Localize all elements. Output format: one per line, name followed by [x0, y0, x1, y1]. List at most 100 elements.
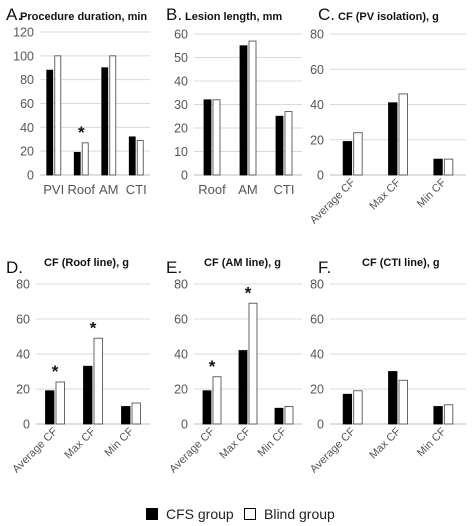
- panel-b-letter: B.: [166, 5, 182, 24]
- panel-f-x-tick-label: Min CF: [415, 425, 449, 459]
- panel-c-x-tick-label: Max CF: [367, 176, 403, 212]
- panel-a-bar-blind: [81, 142, 89, 176]
- panel-d-bar-cfs: [45, 390, 55, 425]
- panel-b-bar-blind: [248, 40, 257, 176]
- panel-e-letter: E.: [166, 258, 182, 277]
- panel-a-y-tick-label: 40: [20, 121, 34, 135]
- panel-a-x-tick-label: Roof: [68, 182, 96, 197]
- panel-c-letter: C.: [318, 5, 335, 24]
- panel-a-bar-cfs: [73, 151, 81, 176]
- panel-e-bar-blind: [212, 376, 222, 425]
- panel-c-y-tick-label: 20: [310, 133, 324, 147]
- panel-e-bar-blind: [248, 302, 258, 425]
- panel-d-bar-blind: [93, 337, 103, 425]
- panel-e-x-tick-label: Min CF: [256, 425, 290, 459]
- panel-a-bar-cfs: [128, 136, 136, 176]
- panel-c-y-tick-label: 0: [317, 169, 324, 183]
- panel-d-y-tick-label: 80: [16, 278, 30, 292]
- panel-f-bar-blind: [353, 390, 363, 425]
- panel-d-x-tick-label: Max CF: [62, 425, 98, 461]
- panel-a-title: Procedure duration, min: [20, 11, 147, 23]
- panel-e-x-tick-label: Average CF: [167, 425, 217, 475]
- panel-a-x-tick-label: CTI: [126, 182, 147, 197]
- panel-c-x-tick-label: Average CF: [308, 176, 358, 226]
- panel-d-significance-marker: *: [52, 362, 59, 381]
- panel-b-bar-blind: [212, 99, 221, 176]
- panel-f-bar-blind: [443, 404, 454, 425]
- panel-f-y-tick-label: 40: [310, 348, 324, 362]
- panel-c-bar-cfs: [388, 102, 398, 176]
- panel-f-bar-cfs: [388, 371, 398, 425]
- panel-c-bar-cfs: [433, 158, 443, 176]
- panel-f-y-tick-label: 80: [310, 278, 324, 292]
- panel-a-x-tick-label: AM: [99, 182, 119, 197]
- panel-d-y-tick-label: 40: [16, 348, 30, 362]
- legend-item-cfs: CFS group: [146, 504, 234, 524]
- panel-a-y-tick-label: 60: [20, 97, 34, 111]
- panel-e-title: CF (AM line), g: [204, 257, 281, 269]
- panel-c-title: CF (PV isolation), g: [338, 11, 439, 23]
- panel-e-y-tick-label: 80: [174, 278, 188, 292]
- panel-c-y-tick-label: 40: [310, 98, 324, 112]
- panel-a-bar-cfs: [46, 69, 54, 176]
- legend-swatch-cfs: [146, 508, 158, 520]
- panel-b-y-tick-label: 50: [174, 51, 188, 65]
- panel-a-bar-blind: [136, 139, 144, 176]
- panel-a-bar-cfs: [101, 67, 109, 176]
- panel-d-significance-marker: *: [90, 318, 97, 337]
- panel-d-bar-cfs: [83, 365, 93, 425]
- panel-e-bar-cfs: [274, 407, 284, 425]
- panel-f-y-tick-label: 60: [310, 313, 324, 327]
- panel-b-y-tick-label: 40: [174, 75, 188, 89]
- panel-e-y-tick-label: 60: [174, 313, 188, 327]
- panel-f-title: CF (CTI line), g: [362, 257, 440, 269]
- panel-c-y-tick-label: 60: [310, 63, 324, 77]
- panel-f-bar-cfs: [342, 393, 353, 425]
- panel-e-significance-marker: *: [209, 357, 216, 376]
- panel-e-bar-cfs: [238, 350, 248, 425]
- panel-a-y-tick-label: 100: [13, 49, 34, 63]
- legend: CFS group Blind group: [0, 504, 474, 524]
- panel-b-bar-cfs: [275, 115, 284, 176]
- panel-e-bar-blind: [284, 406, 294, 425]
- panel-d-x-tick-label: Min CF: [103, 425, 137, 459]
- panel-b-bar-blind: [284, 111, 293, 176]
- panel-b-bar-cfs: [203, 99, 212, 176]
- panel-a-letter: A.: [6, 5, 22, 24]
- panel-c-x-tick-label: Min CF: [415, 176, 449, 210]
- panel-b-y-tick-label: 20: [174, 122, 188, 136]
- panel-f-bar-cfs: [433, 406, 443, 425]
- panel-d-title: CF (Roof line), g: [44, 257, 129, 269]
- panel-a-significance-marker: *: [78, 123, 85, 142]
- legend-label-blind: Blind group: [264, 506, 335, 522]
- panel-a-bar-blind: [109, 55, 117, 176]
- legend-item-blind: Blind group: [244, 504, 335, 524]
- panel-f-x-tick-label: Max CF: [367, 425, 403, 461]
- panel-e-y-tick-label: 20: [174, 383, 188, 397]
- panel-f-x-tick-label: Average CF: [308, 425, 358, 475]
- panel-b-x-tick-label: AM: [238, 182, 258, 197]
- panel-f-y-tick-label: 20: [310, 383, 324, 397]
- panel-c-bar-blind: [353, 132, 363, 176]
- panel-c-y-tick-label: 80: [310, 28, 324, 42]
- panel-a-y-tick-label: 120: [13, 26, 34, 40]
- panel-f-y-tick-label: 0: [317, 418, 324, 432]
- panel-a-y-tick-label: 20: [20, 145, 34, 159]
- panel-e-y-tick-label: 40: [174, 348, 188, 362]
- legend-swatch-blind: [244, 508, 256, 520]
- panel-d-y-tick-label: 0: [23, 418, 30, 432]
- panel-b-y-tick-label: 60: [174, 28, 188, 42]
- panel-a-x-tick-label: PVI: [43, 182, 64, 197]
- panel-c-bar-blind: [398, 93, 408, 176]
- panel-b-y-tick-label: 10: [174, 145, 188, 159]
- panel-e-bar-cfs: [202, 390, 212, 425]
- panel-a-y-tick-label: 80: [20, 73, 34, 87]
- panel-b-y-tick-label: 0: [181, 169, 188, 183]
- panel-b-y-tick-label: 30: [174, 98, 188, 112]
- legend-label-cfs: CFS group: [166, 506, 234, 522]
- panel-d-bar-blind: [55, 381, 65, 425]
- panel-f-letter: F.: [318, 258, 331, 277]
- panel-d-x-tick-label: Average CF: [10, 425, 60, 475]
- panel-e-x-tick-label: Max CF: [217, 425, 253, 461]
